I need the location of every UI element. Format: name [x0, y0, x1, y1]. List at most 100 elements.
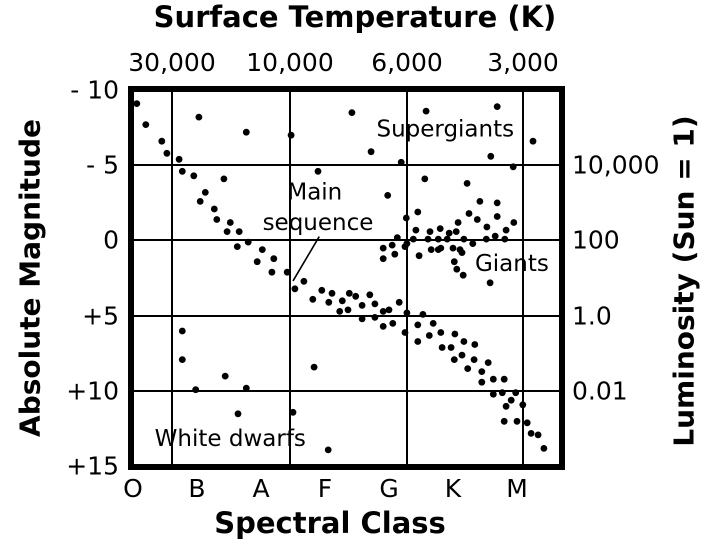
- data-point: [379, 308, 387, 315]
- main-sequence-arrow: [292, 236, 320, 282]
- data-point: [328, 289, 336, 297]
- data-point: [213, 216, 221, 223]
- data-point: [324, 446, 332, 454]
- data-point: [358, 302, 366, 309]
- data-point: [358, 315, 366, 323]
- data-point: [453, 265, 461, 273]
- data-point: [452, 228, 460, 236]
- data-point: [367, 148, 375, 156]
- data-point: [509, 163, 517, 171]
- left-tick-label: - 10: [70, 75, 119, 105]
- data-point: [336, 308, 344, 315]
- left-tick-label: +10: [66, 376, 119, 406]
- plot-svg: Supergiants Main sequence Giants White dwarf…: [134, 92, 559, 464]
- data-point: [379, 323, 387, 330]
- data-point: [419, 311, 427, 318]
- data-point: [258, 246, 266, 254]
- plot-area: Supergiants Main sequence Giants White dwarf…: [128, 86, 565, 470]
- right-axis-title: Luminosity (Sun = 1): [667, 115, 701, 447]
- data-point: [421, 175, 429, 183]
- left-axis-title: Absolute Magnitude: [13, 119, 47, 437]
- data-point: [424, 235, 432, 243]
- data-point: [348, 109, 356, 116]
- data-point: [458, 249, 466, 256]
- data-point: [414, 338, 422, 345]
- top-axis-title: Surface Temperature (K): [153, 0, 557, 34]
- data-point: [451, 330, 459, 338]
- data-point: [366, 291, 374, 299]
- data-point: [449, 244, 457, 252]
- data-point: [314, 167, 322, 175]
- right-tick-label: 1.0: [572, 301, 612, 331]
- data-point: [403, 309, 411, 317]
- data-point: [414, 321, 422, 329]
- data-point: [534, 431, 542, 439]
- bottom-axis-title: Spectral Class: [214, 506, 446, 540]
- data-point: [384, 192, 392, 199]
- data-point: [502, 402, 510, 410]
- data-point: [493, 213, 501, 220]
- data-point: [178, 327, 186, 335]
- data-point: [344, 306, 352, 314]
- data-point: [242, 128, 250, 136]
- top-tick-label: 10,000: [246, 48, 334, 77]
- data-point: [484, 359, 492, 366]
- data-point: [437, 329, 445, 336]
- data-point: [422, 107, 430, 115]
- data-point: [426, 228, 434, 236]
- data-point: [463, 180, 471, 187]
- data-point: [397, 158, 405, 166]
- data-point: [464, 365, 472, 372]
- data-point: [482, 235, 490, 243]
- bottom-tick-label: F: [317, 474, 333, 503]
- data-point: [454, 219, 462, 226]
- data-point: [450, 258, 458, 266]
- data-point: [253, 258, 261, 266]
- data-point: [519, 401, 527, 409]
- left-tick-label: - 5: [86, 150, 119, 180]
- data-point: [500, 375, 508, 383]
- data-point: [489, 390, 497, 398]
- data-point: [379, 255, 387, 263]
- data-point: [389, 320, 397, 327]
- top-tick-label: 6,000: [371, 48, 443, 77]
- data-point: [510, 219, 518, 226]
- data-point: [427, 246, 435, 254]
- data-point: [486, 279, 494, 287]
- data-point: [190, 172, 198, 180]
- region-label: Giants: [475, 251, 549, 277]
- data-point: [415, 252, 423, 260]
- data-point: [196, 198, 204, 205]
- data-point: [220, 175, 228, 183]
- region-label: sequence: [263, 210, 374, 236]
- data-point: [478, 368, 486, 375]
- data-point: [478, 378, 486, 386]
- data-point: [379, 244, 387, 252]
- right-tick-label: 100: [572, 225, 620, 255]
- data-point: [460, 338, 468, 345]
- right-tick-label: 10,000: [572, 150, 660, 180]
- left-tick-label: +5: [82, 301, 119, 331]
- bottom-tick-label: A: [252, 474, 270, 503]
- data-point: [436, 225, 444, 233]
- data-point: [500, 417, 508, 425]
- data-point: [201, 189, 209, 196]
- data-point: [163, 149, 171, 157]
- data-point: [352, 292, 360, 300]
- data-point: [287, 131, 295, 139]
- region-label: Supergiants: [376, 116, 514, 142]
- data-point: [470, 356, 478, 363]
- data-point: [483, 223, 491, 231]
- data-point: [434, 235, 442, 243]
- data-point: [502, 226, 510, 234]
- data-point: [242, 384, 250, 392]
- data-point: [395, 298, 403, 306]
- data-point: [310, 363, 318, 371]
- data-point: [158, 137, 166, 145]
- bottom-tick-label: K: [444, 474, 462, 503]
- data-point: [393, 234, 401, 242]
- data-point: [527, 430, 535, 437]
- data-point: [391, 250, 399, 258]
- right-tick-label: 0.01: [572, 376, 628, 406]
